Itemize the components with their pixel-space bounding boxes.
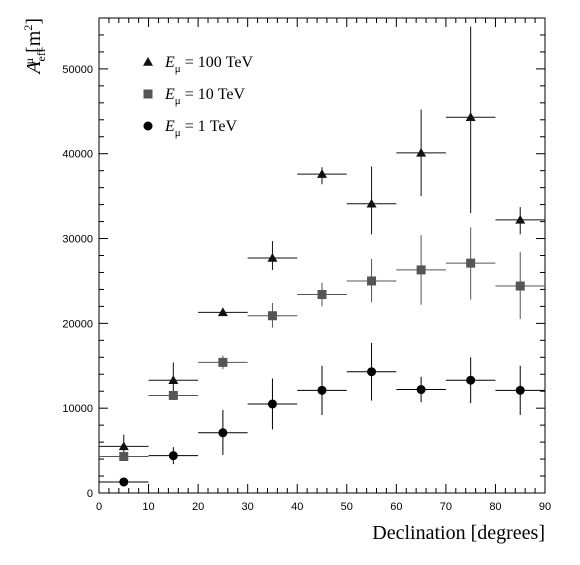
legend-marker-square [143,89,153,99]
data-point [515,385,525,395]
x-tick-label: 20 [192,501,204,513]
x-tick-label: 60 [390,501,402,513]
data-point [317,290,327,300]
data-point [366,198,377,208]
data-point [168,451,178,461]
x-axis-title: Declination [degrees] [372,522,545,544]
data-point [118,441,129,451]
data-point [515,214,526,224]
x-tick-label: 30 [242,501,254,513]
y-tick-label: 10000 [62,403,93,415]
legend: Eμ = 100 TeV Eμ = 10 TeV Eμ = 1 TeV [143,54,253,139]
y-tick-label: 0 [87,488,93,500]
data-point [466,258,476,268]
data-point [416,265,426,275]
x-tick-label: 80 [489,501,501,513]
data-point [168,390,178,400]
data-point [267,399,277,409]
y-tick-label: 20000 [62,318,93,330]
legend-label: Eμ = 100 TeV [164,54,253,75]
x-tick-label: 50 [341,501,353,513]
data-point [416,385,426,395]
y-axis-title: Aeffμ [m2] [21,18,48,76]
legend-marker-triangle [143,57,153,66]
data-point [466,375,476,385]
data-point [317,385,327,395]
data-point [217,307,228,317]
data-point [218,357,228,367]
x-tick-label: 0 [96,501,102,513]
data-point [317,169,327,178]
legend-marker-circle [143,121,153,131]
data-point [218,428,228,438]
x-tick-label: 70 [440,501,452,513]
data-point [267,311,277,321]
series-circle [99,342,545,487]
x-tick-label: 10 [142,501,154,513]
y-tick-label: 50000 [62,64,93,76]
data-point [465,112,476,121]
series-triangle [99,26,545,454]
data-point [367,276,377,286]
series-square [99,227,545,462]
data-point [119,452,129,462]
data-point [168,375,179,384]
legend-label: Eμ = 1 TeV [164,118,237,139]
data-point [515,281,525,291]
data-point [119,477,129,487]
y-tick-label: 30000 [62,234,93,246]
y-tick-label: 40000 [62,149,93,161]
x-tick-label: 90 [539,501,551,513]
data-point [416,147,427,157]
x-tick-label: 40 [291,501,303,513]
data-point [267,253,278,262]
data-point [367,367,377,377]
legend-label: Eμ = 10 TeV [164,86,245,107]
